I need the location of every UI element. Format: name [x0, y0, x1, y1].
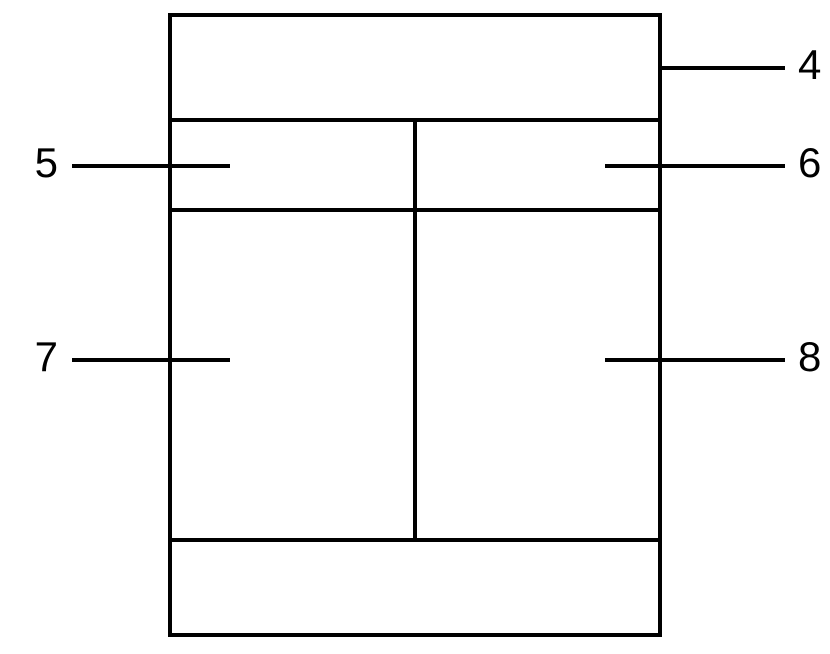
label-8: 8: [798, 333, 821, 380]
label-6: 6: [798, 139, 821, 186]
label-5: 5: [35, 139, 58, 186]
label-4: 4: [798, 41, 821, 88]
schematic-diagram: 4 5 6 7 8: [0, 0, 830, 654]
label-7: 7: [35, 333, 58, 380]
